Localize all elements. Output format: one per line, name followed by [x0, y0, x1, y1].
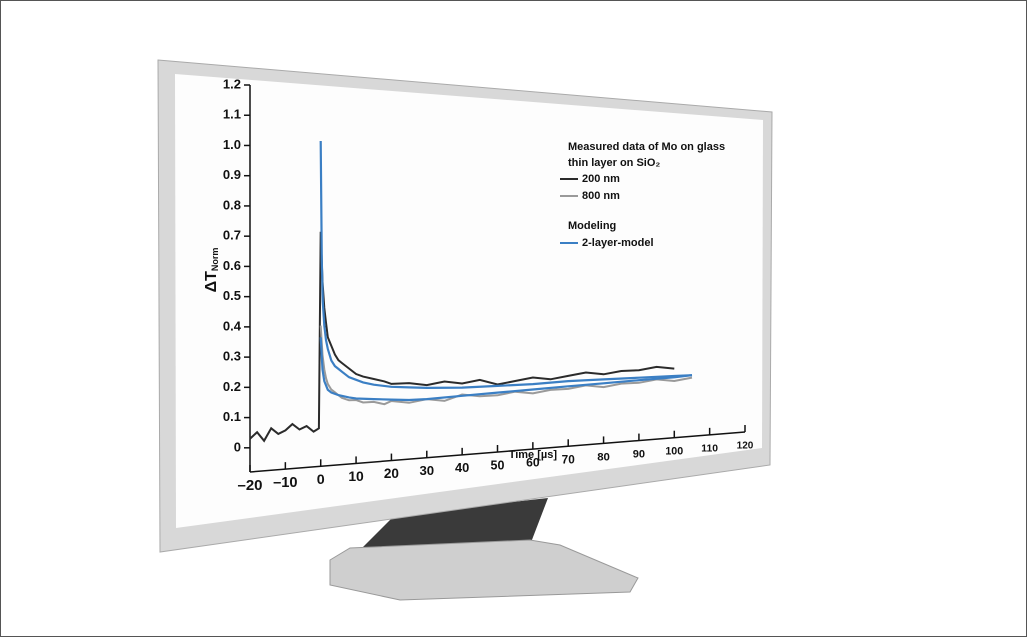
x-tick-label: –20 — [237, 477, 262, 494]
legend-label: 800 nm — [582, 190, 620, 202]
series-line — [249, 231, 675, 443]
y-label-sub: Norm — [210, 248, 220, 272]
x-tick-label: 20 — [384, 466, 399, 481]
stand-base — [329, 539, 639, 601]
x-tick-label: 60 — [526, 455, 540, 469]
y-label-main: ΔT — [203, 271, 220, 293]
x-tick-label: 110 — [701, 444, 718, 455]
y-tick-label: 0.8 — [223, 197, 241, 212]
y-tick-label: 0.9 — [223, 167, 241, 182]
legend-model-title: Modeling — [568, 220, 616, 232]
series-line — [319, 337, 693, 402]
y-tick-label: 0.1 — [223, 409, 241, 424]
legend-label: 2-layer-model — [582, 237, 654, 249]
x-axis-label: Time [µs] — [509, 449, 558, 461]
x-tick-label: 100 — [665, 446, 683, 458]
y-tick-label: 0.2 — [223, 379, 241, 394]
legend-title: Measured data of Mo on glass — [568, 141, 725, 153]
legend-label: 200 nm — [582, 173, 620, 185]
y-tick-label: 0.6 — [223, 258, 241, 273]
x-tick-label: 90 — [633, 448, 645, 460]
y-tick-label: 1.1 — [223, 107, 241, 122]
series-line — [319, 325, 693, 406]
x-tick-label: 10 — [348, 468, 364, 484]
x-tick-label: 30 — [419, 463, 434, 478]
x-tick-label: 0 — [317, 472, 325, 488]
legend-subtitle: thin layer on SiO₂ — [568, 157, 660, 169]
series-line — [319, 140, 693, 390]
x-tick-label: –10 — [273, 475, 297, 491]
x-tick-label: 80 — [597, 451, 610, 463]
x-tick-label: 70 — [562, 453, 576, 466]
x-tick-label: 120 — [737, 441, 754, 452]
y-tick-label: 0.3 — [223, 349, 241, 364]
x-tick-label: 40 — [455, 460, 469, 475]
y-tick-label: 0.4 — [223, 318, 242, 333]
y-tick-label: 1.0 — [223, 137, 241, 152]
y-axis-label: ΔTNorm — [203, 248, 220, 293]
y-tick-label: 0 — [234, 439, 241, 454]
x-tick-label: 50 — [491, 458, 505, 472]
y-tick-label: 1.2 — [223, 76, 241, 91]
y-tick-label: 0.5 — [223, 288, 241, 303]
y-tick-label: 0.7 — [223, 228, 241, 243]
